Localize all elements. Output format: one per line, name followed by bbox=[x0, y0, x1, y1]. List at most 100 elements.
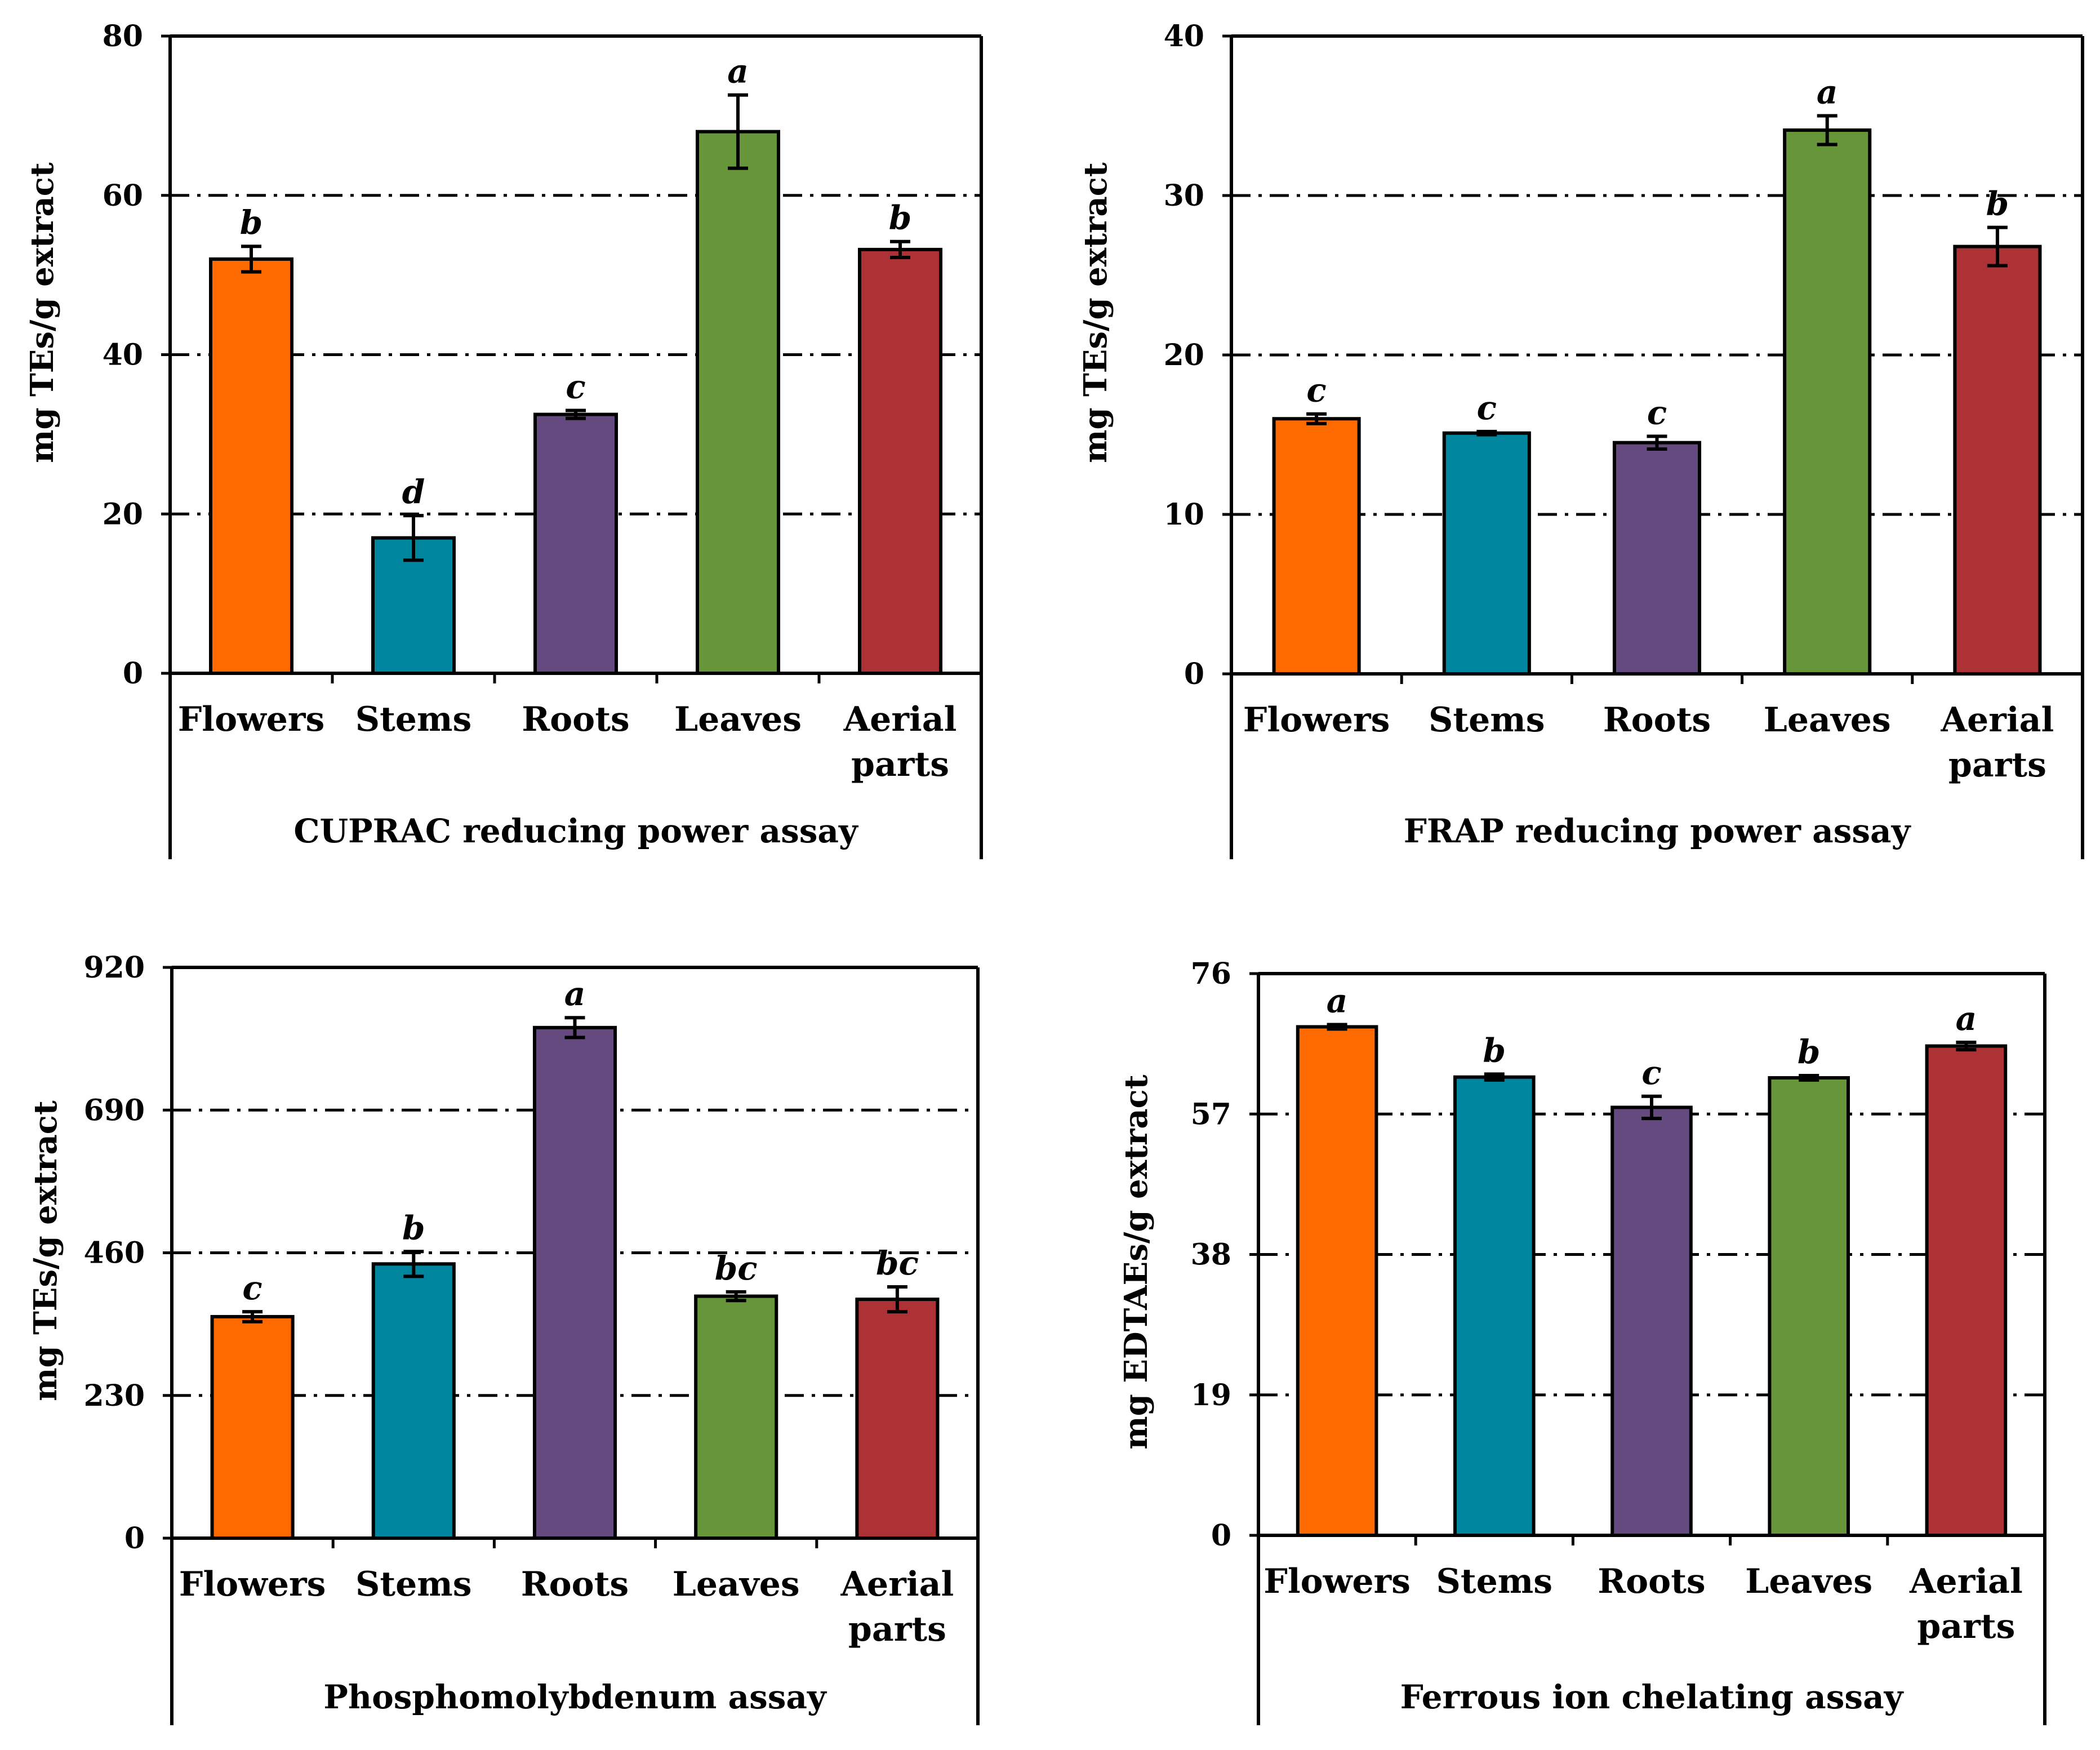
significance-label: a bbox=[1817, 73, 1838, 112]
bar-flowers bbox=[210, 1314, 295, 1540]
chart-panel-4: 0 19 38 57 76 a Flowers b Stems c Roots b Leaves a Aer… bbox=[1118, 957, 2046, 1725]
bar-aerial-parts bbox=[1953, 245, 2042, 676]
significance-label: c bbox=[1477, 389, 1497, 427]
x-category-label: Aerial bbox=[1940, 700, 2054, 740]
significance-label: c bbox=[1641, 1054, 1661, 1092]
significance-label: b bbox=[889, 199, 912, 237]
significance-label: c bbox=[1647, 393, 1667, 432]
error-bar bbox=[1641, 1094, 1662, 1121]
x-category-label: Stems bbox=[355, 1565, 471, 1604]
y-tick-label: 20 bbox=[103, 497, 143, 531]
y-tick-label: 76 bbox=[1191, 957, 1231, 991]
error-bar bbox=[403, 514, 424, 562]
y-tick-label: 60 bbox=[103, 179, 143, 213]
error-bar bbox=[887, 1285, 907, 1314]
significance-label: b bbox=[402, 1209, 425, 1247]
bar-leaves bbox=[1783, 128, 1872, 676]
bar-flowers bbox=[1296, 1025, 1378, 1537]
significance-label: a bbox=[727, 52, 749, 91]
x-category-label: Roots bbox=[521, 1565, 629, 1604]
error-bar bbox=[1956, 1041, 1977, 1052]
y-tick-label: 0 bbox=[123, 656, 143, 691]
y-tick-label: 460 bbox=[83, 1236, 145, 1271]
error-bar bbox=[403, 1250, 424, 1278]
significance-label: a bbox=[1956, 1000, 1977, 1038]
x-category-label: Leaves bbox=[673, 1565, 800, 1604]
significance-label: a bbox=[1327, 982, 1348, 1020]
error-bar bbox=[728, 93, 748, 170]
significance-label: bc bbox=[715, 1249, 758, 1287]
chart-panel-2: 0 10 20 30 40 c Flowers c Stems c Roots a Leaves b Aer… bbox=[1077, 19, 2084, 859]
x-category-label: Flowers bbox=[1243, 700, 1390, 740]
y-axis-label: mg TEs/g extract bbox=[24, 162, 61, 463]
bar-aerial-parts bbox=[855, 1298, 940, 1540]
x-category-label: Flowers bbox=[178, 700, 325, 739]
bar-stems bbox=[1442, 431, 1531, 676]
y-tick-label: 40 bbox=[103, 338, 143, 372]
assay-title: Phosphomolybdenum assay bbox=[323, 1678, 827, 1716]
chart-panel-3: 0 230 460 690 920 c Flowers b Stems a Roots bc Leave… bbox=[27, 950, 980, 1725]
y-axis-label: mg EDTAEs/g extract bbox=[1118, 1074, 1155, 1449]
bar-stems bbox=[1453, 1075, 1536, 1537]
y-tick-label: 690 bbox=[83, 1093, 145, 1127]
x-category-label: parts bbox=[851, 745, 949, 784]
bar-stems bbox=[371, 1262, 456, 1540]
y-tick-label: 57 bbox=[1191, 1097, 1231, 1131]
assay-title: Ferrous ion chelating assay bbox=[1400, 1678, 1905, 1716]
x-category-label: Flowers bbox=[179, 1565, 326, 1604]
error-bar bbox=[1799, 1074, 1819, 1082]
assay-title: CUPRAC reducing power assay bbox=[293, 812, 859, 850]
bar-aerial-parts bbox=[858, 247, 942, 675]
y-tick-label: 230 bbox=[83, 1379, 145, 1413]
error-bar bbox=[242, 1310, 263, 1323]
x-category-label: Leaves bbox=[1745, 1562, 1872, 1601]
y-axis-label: mg TEs/g extract bbox=[1077, 162, 1114, 463]
x-category-label: Aerial bbox=[843, 700, 957, 739]
x-category-label: Roots bbox=[522, 700, 629, 739]
bar-roots bbox=[1612, 441, 1702, 676]
y-tick-label: 40 bbox=[1164, 19, 1204, 54]
x-category-label: parts bbox=[1917, 1607, 2015, 1646]
error-bar bbox=[1817, 114, 1838, 146]
y-tick-label: 10 bbox=[1164, 498, 1204, 532]
y-tick-label: 0 bbox=[1184, 657, 1204, 691]
error-bar bbox=[1647, 434, 1667, 451]
significance-label: b bbox=[1986, 185, 2009, 223]
chart-panel-1: 0 20 40 60 80 b Flowers d Stems c Roots a Leaves b Aer… bbox=[24, 19, 983, 859]
bar-leaves bbox=[1768, 1076, 1850, 1537]
bar-roots bbox=[533, 412, 618, 675]
y-tick-label: 0 bbox=[1211, 1518, 1231, 1553]
x-category-label: parts bbox=[1948, 745, 2046, 785]
error-bar bbox=[1476, 429, 1497, 437]
x-category-label: Stems bbox=[355, 700, 471, 739]
error-bar bbox=[890, 239, 910, 260]
y-tick-label: 80 bbox=[103, 19, 143, 54]
error-bar bbox=[1987, 225, 2008, 268]
significance-label: d bbox=[402, 473, 425, 511]
error-bar bbox=[566, 408, 586, 420]
bar-roots bbox=[532, 1025, 617, 1540]
x-category-label: parts bbox=[848, 1610, 946, 1649]
y-tick-label: 20 bbox=[1164, 338, 1204, 372]
x-category-label: Stems bbox=[1436, 1562, 1552, 1601]
error-bar bbox=[1327, 1023, 1347, 1031]
bar-flowers bbox=[209, 257, 293, 676]
significance-label: b bbox=[1483, 1031, 1506, 1069]
x-category-label: Roots bbox=[1603, 700, 1711, 740]
x-category-label: Aerial bbox=[840, 1565, 954, 1604]
x-category-label: Roots bbox=[1598, 1562, 1705, 1601]
bar-roots bbox=[1610, 1105, 1693, 1538]
significance-label: b bbox=[1798, 1033, 1821, 1071]
y-tick-label: 19 bbox=[1191, 1378, 1231, 1413]
significance-label: b bbox=[240, 203, 263, 242]
x-category-label: Leaves bbox=[674, 700, 802, 739]
x-category-label: Stems bbox=[1429, 700, 1545, 740]
bar-aerial-parts bbox=[1925, 1044, 2008, 1537]
bar-leaves bbox=[696, 130, 780, 675]
y-tick-label: 920 bbox=[83, 950, 145, 985]
significance-label: c bbox=[1306, 371, 1326, 410]
y-axis-label: mg TEs/g extract bbox=[27, 1100, 64, 1401]
error-bar bbox=[564, 1016, 585, 1040]
assay-title: FRAP reducing power assay bbox=[1404, 812, 1912, 850]
